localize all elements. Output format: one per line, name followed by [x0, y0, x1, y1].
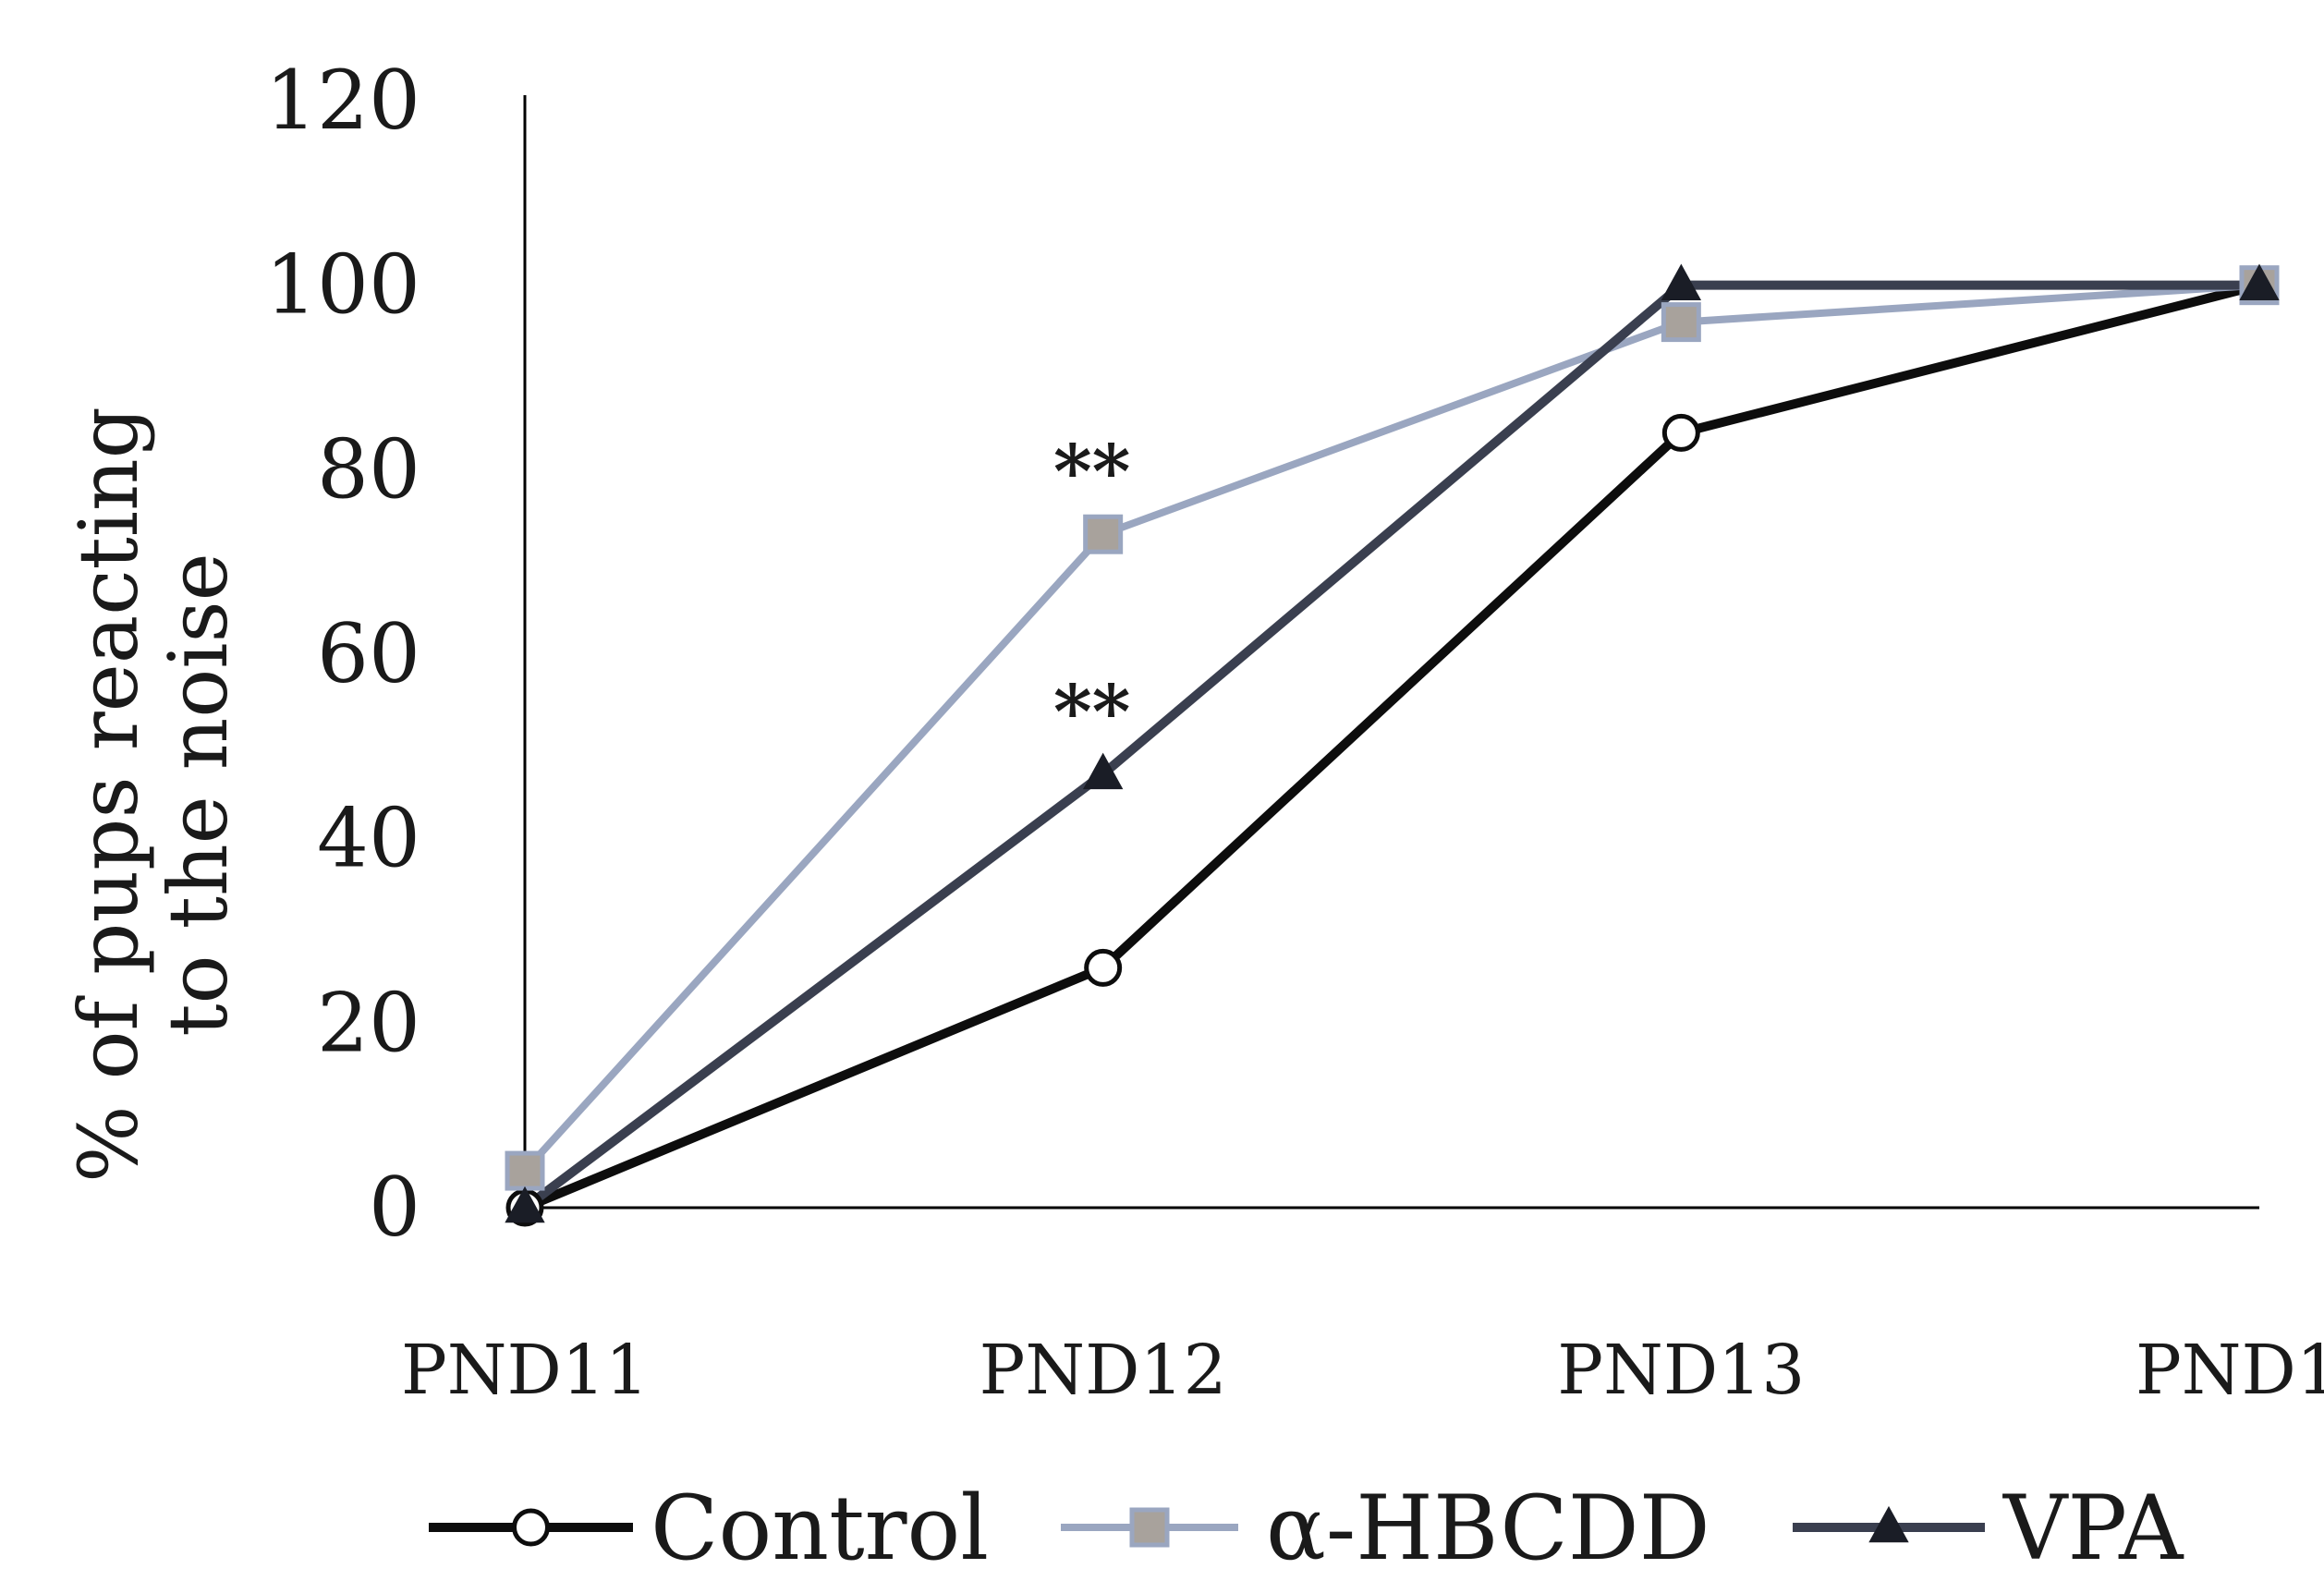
legend-label: VPA [2002, 1477, 2184, 1580]
marker-hbcdd [1661, 302, 1701, 343]
marker-hbcdd [1083, 514, 1124, 554]
y-axis-label-line1: % of pups reacting [61, 407, 156, 1183]
series-line-vpa [522, 280, 2259, 1212]
y-tick-label: 40 [317, 791, 420, 886]
legend-item-hbcdd: α-HBCDD [1061, 1477, 1710, 1580]
y-tick-label: 120 [265, 53, 420, 148]
marker-vpa [1082, 752, 1124, 790]
series-line-control [523, 280, 2261, 1212]
y-axis-label-line2: to the noise [151, 553, 246, 1036]
x-tick-label: PND12 [979, 1331, 1227, 1410]
legend: Control α-HBCDD VPA [429, 1477, 2184, 1580]
x-tick-label: PND13 [1557, 1331, 1805, 1410]
marker-control [1084, 948, 1123, 987]
marker-hbcdd [505, 1150, 545, 1191]
marker-hbcdd-legend [1129, 1507, 1170, 1548]
legend-item-control: Control [429, 1477, 989, 1580]
series-line-hbcdd [522, 281, 2260, 1173]
y-tick-label: 100 [265, 237, 420, 333]
significance-annotation: ** [1053, 668, 1131, 755]
marker-vpa [505, 1186, 545, 1223]
legend-item-vpa: VPA [1793, 1477, 2184, 1580]
marker-control-legend [512, 1508, 550, 1547]
y-tick-label: 60 [317, 606, 420, 701]
x-tick-label: PND11 [401, 1331, 649, 1410]
y-tick-label: 80 [317, 421, 420, 517]
x-tick-label: PND14 [2135, 1331, 2324, 1410]
marker-control [1661, 413, 1700, 452]
significance-annotation: ** [1053, 428, 1131, 515]
legend-label: α-HBCDD [1266, 1477, 1710, 1580]
y-tick-label: 0 [369, 1160, 420, 1255]
marker-vpa-legend [1868, 1505, 1909, 1543]
y-tick-label: 20 [317, 975, 420, 1070]
marker-vpa [1661, 263, 1702, 300]
legend-label: Control [651, 1477, 989, 1580]
marker-vpa [2239, 263, 2280, 300]
